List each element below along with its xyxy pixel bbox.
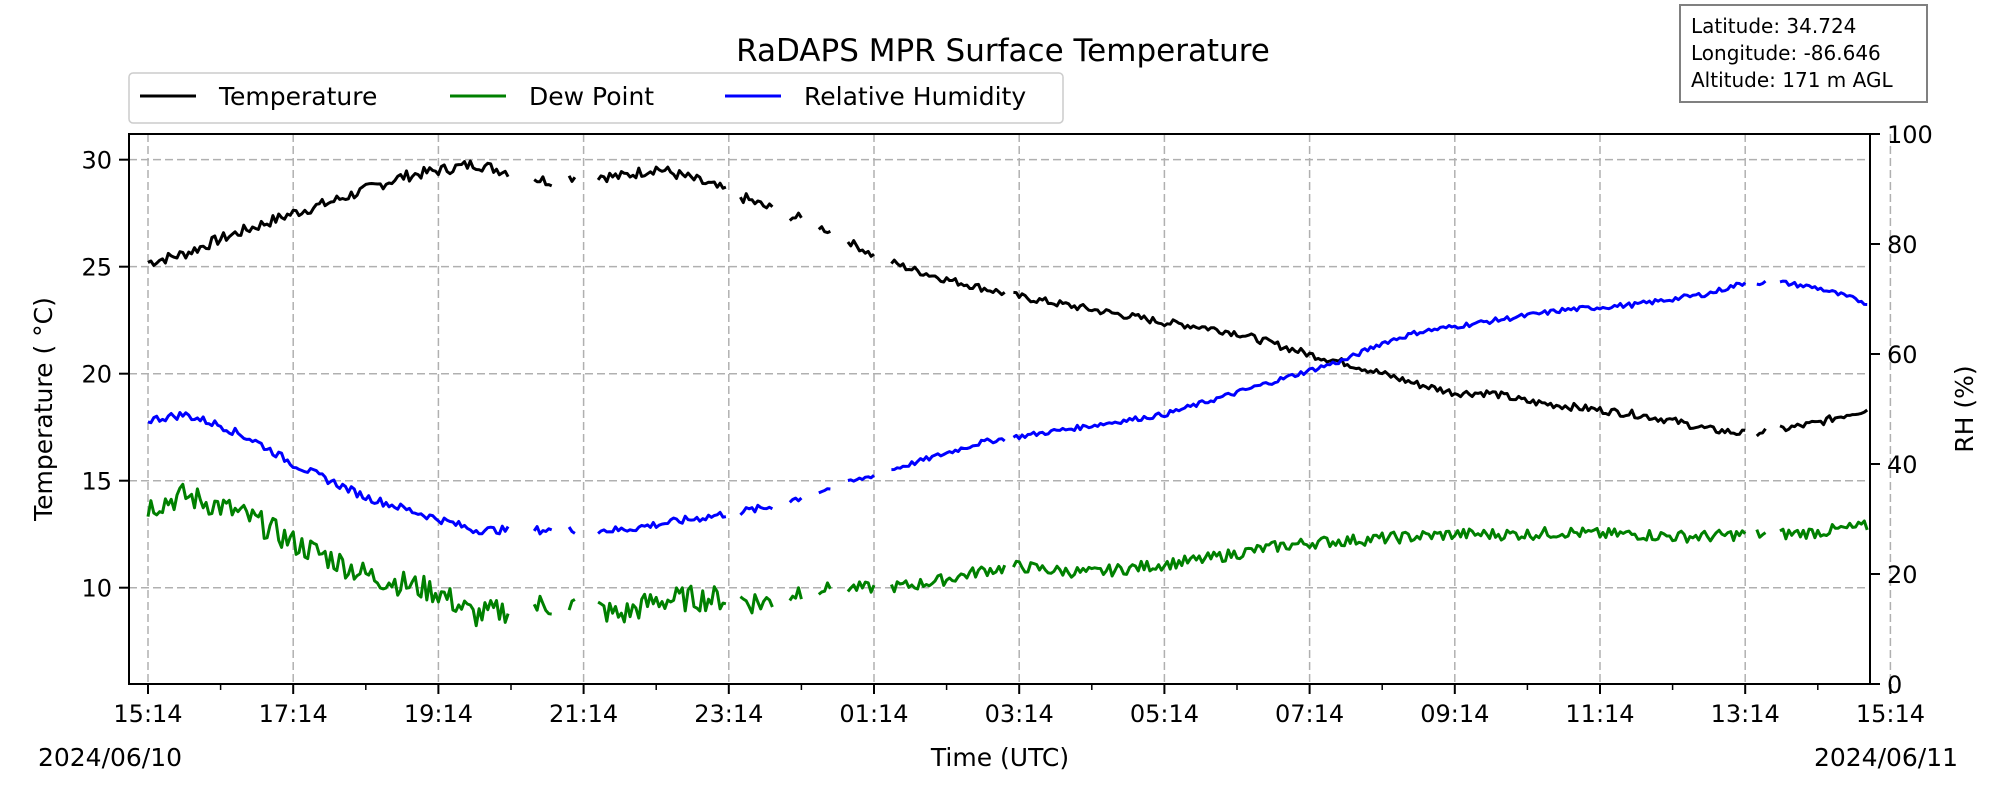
y-right-axis-ticks: 0 20 40 60 80 100 xyxy=(1870,121,1933,699)
series-line-relative-humidity xyxy=(818,487,831,495)
y-left-tick-label: 10 xyxy=(81,575,112,603)
series-line-relative-humidity xyxy=(1779,279,1868,306)
series-line-dew-point xyxy=(1755,529,1767,539)
legend-label-relative-humidity: Relative Humidity xyxy=(804,82,1026,111)
series-line-temperature xyxy=(1755,427,1767,438)
series-line-relative-humidity xyxy=(847,474,875,483)
series-line-temperature xyxy=(788,211,803,222)
y-left-tick-label: 25 xyxy=(81,254,112,282)
y-left-tick-label: 30 xyxy=(81,147,112,175)
x-tick-label: 09:14 xyxy=(1420,700,1489,728)
plot-frame xyxy=(128,133,1871,685)
series-line-temperature xyxy=(1013,290,1746,436)
series-line-relative-humidity xyxy=(739,503,774,516)
x-tick-label: 05:14 xyxy=(1130,700,1199,728)
series-line-dew-point xyxy=(739,593,774,615)
legend-label-temperature: Temperature xyxy=(218,82,377,111)
series-line-temperature xyxy=(890,258,1006,297)
y-right-tick-label: 0 xyxy=(1887,671,1902,699)
legend: Temperature Dew Point Relative Humidity xyxy=(128,72,1064,124)
x-tick-label: 23:14 xyxy=(694,700,763,728)
x-tick-label: 03:14 xyxy=(985,700,1054,728)
info-altitude: Altitude: 171 m AGL xyxy=(1691,68,1893,92)
x-tick-label: 15:14 xyxy=(113,700,182,728)
x-tick-label: 11:14 xyxy=(1565,700,1634,728)
y-right-axis-label: RH (%) xyxy=(1950,365,1979,452)
x-tick-label: 21:14 xyxy=(549,700,618,728)
x-tick-label: 19:14 xyxy=(404,700,473,728)
x-tick-label: 13:14 xyxy=(1711,700,1780,728)
series-line-temperature xyxy=(739,192,774,210)
chart-title: RaDAPS MPR Surface Temperature xyxy=(736,33,1270,69)
series-line-relative-humidity xyxy=(1756,279,1767,287)
series-line-dew-point xyxy=(817,581,832,596)
legend-label-dew-point: Dew Point xyxy=(529,82,654,111)
y-left-axis-ticks: 10 15 20 25 30 xyxy=(81,147,129,603)
info-longitude: Longitude: -86.646 xyxy=(1691,41,1881,65)
series-line-temperature xyxy=(596,165,727,190)
end-date-label: 2024/06/11 xyxy=(1814,743,1958,772)
series-line-dew-point xyxy=(846,580,876,594)
series-line-dew-point xyxy=(788,586,803,602)
y-right-tick-label: 100 xyxy=(1887,121,1933,149)
series-line-temperature xyxy=(846,239,875,258)
series-line-temperature xyxy=(147,159,510,267)
series-line-relative-humidity xyxy=(597,510,727,535)
y-right-tick-label: 60 xyxy=(1887,341,1918,369)
series-line-relative-humidity xyxy=(532,525,553,536)
x-tick-label: 01:14 xyxy=(839,700,908,728)
x-tick-label: 07:14 xyxy=(1275,700,1344,728)
x-axis-label: Time (UTC) xyxy=(930,743,1069,772)
series-line-dew-point xyxy=(890,564,1007,594)
info-box-frame xyxy=(1679,4,1928,103)
series-line-relative-humidity xyxy=(1012,281,1747,441)
y-left-tick-label: 20 xyxy=(81,361,112,389)
series-line-relative-humidity xyxy=(147,411,510,536)
start-date-label: 2024/06/10 xyxy=(38,743,182,772)
series-line-dew-point xyxy=(146,482,510,628)
info-latitude: Latitude: 34.724 xyxy=(1691,14,1856,38)
series-line-temperature xyxy=(817,225,831,235)
y-right-tick-label: 80 xyxy=(1887,231,1918,259)
series-line-temperature xyxy=(567,175,577,183)
series-line-temperature xyxy=(533,175,553,188)
series-line-dew-point xyxy=(532,594,552,616)
series-line-relative-humidity xyxy=(567,526,576,535)
y-right-tick-label: 20 xyxy=(1887,561,1918,589)
series-line-dew-point xyxy=(567,598,576,611)
series-line-temperature xyxy=(1779,408,1869,433)
x-axis-ticks: 15:14 17:14 19:14 21:14 23:14 01:14 03:14 05:14… xyxy=(113,684,1925,728)
y-right-tick-label: 40 xyxy=(1887,451,1918,479)
series-line-dew-point xyxy=(1779,519,1869,541)
series-line-relative-humidity xyxy=(788,496,803,504)
x-tick-label: 17:14 xyxy=(259,700,328,728)
series-layer xyxy=(146,159,1869,628)
y-left-axis-label: Temperature ( °C) xyxy=(29,297,58,522)
y-left-tick-label: 15 xyxy=(81,468,112,496)
series-line-dew-point xyxy=(1012,526,1747,579)
legend-frame xyxy=(128,72,1064,124)
location-info-box: Latitude: 34.724 Longitude: -86.646 Alti… xyxy=(1679,4,1928,103)
x-tick-label: 15:14 xyxy=(1856,700,1925,728)
series-line-dew-point xyxy=(597,584,727,624)
gridlines xyxy=(129,134,1892,684)
series-line-relative-humidity xyxy=(891,437,1006,472)
